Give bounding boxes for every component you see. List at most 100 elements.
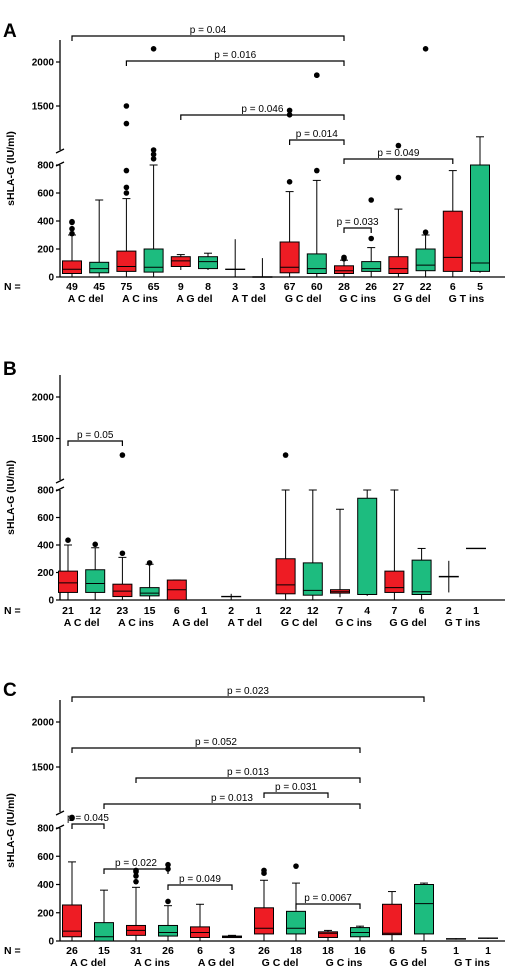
- n-count: 23: [117, 605, 129, 617]
- box-13: [388, 142, 409, 277]
- bracket-line: [67, 440, 123, 446]
- box-iqr: [384, 570, 405, 593]
- p-value-label: p = 0.0067: [304, 893, 352, 904]
- outlier-point: [314, 72, 320, 78]
- box-6: [198, 252, 218, 270]
- p-value-label: p = 0.04: [190, 25, 227, 36]
- n-count: 6: [419, 605, 425, 617]
- box-14: [478, 937, 498, 939]
- box-iqr: [62, 904, 82, 938]
- box-12: [357, 489, 378, 596]
- n-count: 1: [255, 605, 261, 617]
- outlier-point: [69, 225, 75, 232]
- n-count: 60: [311, 281, 323, 293]
- box-iqr: [414, 884, 434, 935]
- bracket-line: [289, 139, 345, 145]
- n-row-label: N =: [4, 945, 21, 957]
- panel-label: B: [3, 359, 17, 380]
- n-count: 16: [354, 945, 366, 957]
- box-8: [286, 863, 306, 941]
- box-8: [252, 258, 273, 278]
- outlier-point: [368, 197, 375, 203]
- box-3: [126, 867, 146, 941]
- box-9: [275, 452, 296, 600]
- outlier-point: [150, 147, 157, 153]
- box-9: [318, 929, 338, 941]
- box-7: [254, 867, 274, 941]
- bracket-line: [263, 792, 329, 798]
- box-iqr: [279, 241, 300, 274]
- x-group-label: A C ins: [118, 617, 154, 629]
- y-tick-label: 200: [37, 568, 54, 579]
- y-axis-label: sHLA-G (IU/ml): [5, 131, 17, 206]
- box-11: [382, 891, 402, 941]
- outlier-point: [368, 235, 375, 242]
- box-5: [170, 254, 191, 270]
- significance-bracket: p = 0.014: [289, 129, 345, 145]
- box-iqr: [170, 256, 191, 268]
- axis-break-mark: [55, 810, 65, 816]
- box-14: [411, 547, 432, 600]
- outlier-point: [123, 190, 130, 196]
- x-group-label: A G del: [198, 957, 234, 969]
- p-value-label: p = 0.046: [241, 104, 283, 115]
- box-1: [62, 814, 82, 941]
- p-value-label: p = 0.022: [115, 858, 157, 869]
- y-tick-label: 1500: [32, 763, 55, 774]
- x-group-label: G C ins: [339, 293, 376, 305]
- significance-bracket: p = 0.016: [125, 50, 345, 66]
- significance-bracket: p = 0.049: [167, 874, 233, 890]
- x-group-label: G T ins: [454, 957, 490, 969]
- p-value-label: p = 0.05: [77, 430, 114, 441]
- outlier-point: [146, 560, 153, 566]
- box-11: [330, 508, 350, 598]
- outlier-point: [282, 452, 289, 458]
- outlier-point: [69, 814, 75, 821]
- outlier-point: [123, 103, 130, 109]
- x-group-label: A T del: [227, 617, 262, 629]
- axis-break-mark: [55, 478, 65, 484]
- box-15: [438, 560, 459, 593]
- p-value-label: p = 0.016: [214, 50, 256, 61]
- x-group-label: G G del: [389, 957, 426, 969]
- n-count: 26: [66, 945, 78, 957]
- outlier-point: [261, 867, 267, 874]
- box-11: [334, 254, 354, 277]
- box-iqr: [334, 265, 354, 274]
- box-iqr: [139, 587, 160, 597]
- box-13: [446, 938, 466, 940]
- box-iqr: [388, 256, 409, 275]
- box-iqr: [62, 260, 82, 274]
- n-count: 4: [364, 605, 370, 617]
- n-count: 1: [201, 605, 207, 617]
- outlier-point: [286, 107, 293, 114]
- bracket-line: [180, 114, 345, 120]
- outlier-point: [165, 861, 171, 868]
- n-count: 49: [66, 281, 78, 293]
- significance-bracket: p = 0.05: [67, 430, 123, 446]
- p-value-label: p = 0.045: [67, 813, 109, 824]
- outlier-point: [123, 184, 130, 191]
- n-count: 65: [148, 281, 160, 293]
- outlier-point: [150, 151, 157, 158]
- box-2: [85, 541, 106, 600]
- y-axis-label: sHLA-G (IU/ml): [5, 460, 17, 535]
- significance-bracket: p = 0.022: [103, 858, 169, 874]
- x-group-label: G G del: [389, 617, 426, 629]
- x-group-label: G G del: [393, 293, 430, 305]
- outlier-point: [119, 550, 126, 557]
- n-count: 6: [450, 281, 456, 293]
- box-iqr: [116, 250, 137, 272]
- box-15: [442, 170, 463, 277]
- box-13: [384, 489, 405, 600]
- outlier-point: [65, 537, 71, 543]
- box-7: [221, 593, 242, 600]
- x-group-label: A C del: [64, 617, 100, 629]
- box-iqr: [306, 253, 327, 274]
- p-value-label: p = 0.049: [377, 148, 419, 159]
- x-group-label: A C ins: [122, 293, 158, 305]
- box-12: [414, 882, 434, 941]
- n-count: 1: [473, 605, 479, 617]
- box-3: [112, 452, 133, 600]
